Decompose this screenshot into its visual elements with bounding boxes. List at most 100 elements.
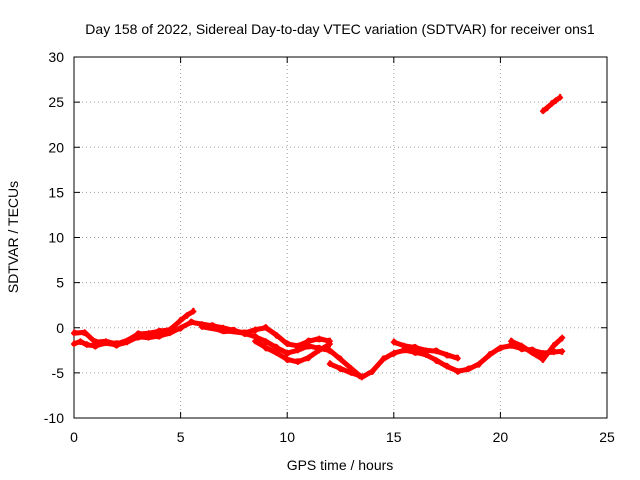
data-point [544, 104, 551, 111]
data-point [337, 365, 344, 372]
data-point [177, 317, 184, 324]
grid-lines [74, 57, 607, 418]
data-point [550, 342, 557, 349]
data-point [559, 334, 566, 341]
data-point [552, 97, 559, 104]
data-point [156, 328, 163, 335]
x-tick-label: 15 [386, 429, 402, 445]
data-point [348, 369, 355, 376]
data-point [77, 338, 84, 345]
data-point [326, 347, 333, 354]
data-point [190, 308, 197, 315]
data-point [188, 319, 195, 326]
data-point [337, 356, 344, 363]
y-tick-labels: -10 -5 0 5 10 15 20 25 30 [44, 49, 64, 426]
plot-frame [73, 56, 608, 419]
data-point [262, 338, 269, 345]
data-point [433, 348, 440, 355]
data-point [540, 108, 547, 115]
data-point [422, 347, 429, 354]
y-axis-label: SDTVAR / TECUs [5, 181, 21, 293]
y-tick-label: -10 [44, 410, 64, 426]
data-point [508, 338, 515, 345]
y-tick-label: 15 [48, 184, 64, 200]
data-point [529, 350, 536, 357]
data-point [412, 344, 419, 351]
data-point [433, 357, 440, 364]
y-tick-label: -5 [52, 365, 65, 381]
data-point [444, 351, 451, 358]
x-tick-label: 25 [599, 429, 615, 445]
data-point [326, 340, 333, 347]
y-tick-label: 20 [48, 139, 64, 155]
data-point [252, 338, 259, 345]
data-point [316, 347, 323, 354]
data-point [134, 331, 141, 338]
data-point [113, 340, 120, 347]
data-point [71, 330, 77, 337]
data-point [316, 335, 323, 342]
y-tick-label: 0 [56, 320, 64, 336]
data-point [540, 356, 547, 363]
data-point [102, 338, 109, 345]
data-point [369, 368, 376, 375]
series-branch-d-strand [328, 360, 361, 380]
data-point [284, 340, 291, 347]
data-point [241, 330, 248, 337]
data-point [294, 359, 301, 366]
data-point [124, 337, 131, 344]
data-point [486, 351, 493, 358]
data-point [557, 94, 564, 101]
data-point [294, 342, 301, 349]
data-point [390, 350, 397, 357]
y-tick-label: 25 [48, 94, 64, 110]
data-point [262, 324, 269, 331]
data-point [177, 324, 184, 331]
data-point [284, 356, 291, 363]
data-point [465, 366, 472, 373]
data-point [356, 372, 363, 379]
data-point [273, 331, 280, 338]
data-point [145, 330, 152, 337]
data-point [559, 348, 566, 355]
series-branch-f-strand [509, 337, 564, 364]
y-tick-label: 10 [48, 230, 64, 246]
data-point [252, 326, 259, 333]
data-point [548, 100, 555, 107]
data-point [476, 360, 483, 367]
data-series [71, 93, 566, 381]
data-point [81, 329, 88, 336]
x-tick-label: 20 [493, 429, 509, 445]
data-point [518, 342, 525, 349]
x-tick-labels: 0 5 10 15 20 25 [70, 429, 615, 445]
data-point [497, 344, 504, 351]
data-point [454, 355, 461, 362]
data-point [262, 344, 269, 351]
data-point [71, 340, 77, 347]
data-point [444, 363, 451, 370]
x-axis-label: GPS time / hours [287, 457, 394, 473]
axis-ticks [73, 56, 608, 419]
data-point [220, 327, 227, 334]
y-tick-label: 30 [48, 49, 64, 65]
data-point [326, 360, 333, 367]
x-tick-label: 5 [177, 429, 185, 445]
data-point [83, 341, 90, 348]
data-point [183, 312, 190, 319]
x-tick-label: 0 [70, 429, 78, 445]
data-point [273, 350, 280, 357]
data-point [166, 326, 173, 333]
data-point [454, 368, 461, 375]
y-tick-label: 5 [56, 275, 64, 291]
x-tick-label: 10 [279, 429, 295, 445]
data-point [401, 342, 408, 349]
chart-title: Day 158 of 2022, Sidereal Day-to-day VTE… [85, 21, 595, 37]
data-point [305, 354, 312, 361]
data-point [390, 339, 397, 346]
data-point [305, 338, 312, 345]
data-point [198, 323, 205, 330]
data-point [380, 356, 387, 363]
data-point [284, 350, 291, 357]
data-point [92, 339, 99, 346]
